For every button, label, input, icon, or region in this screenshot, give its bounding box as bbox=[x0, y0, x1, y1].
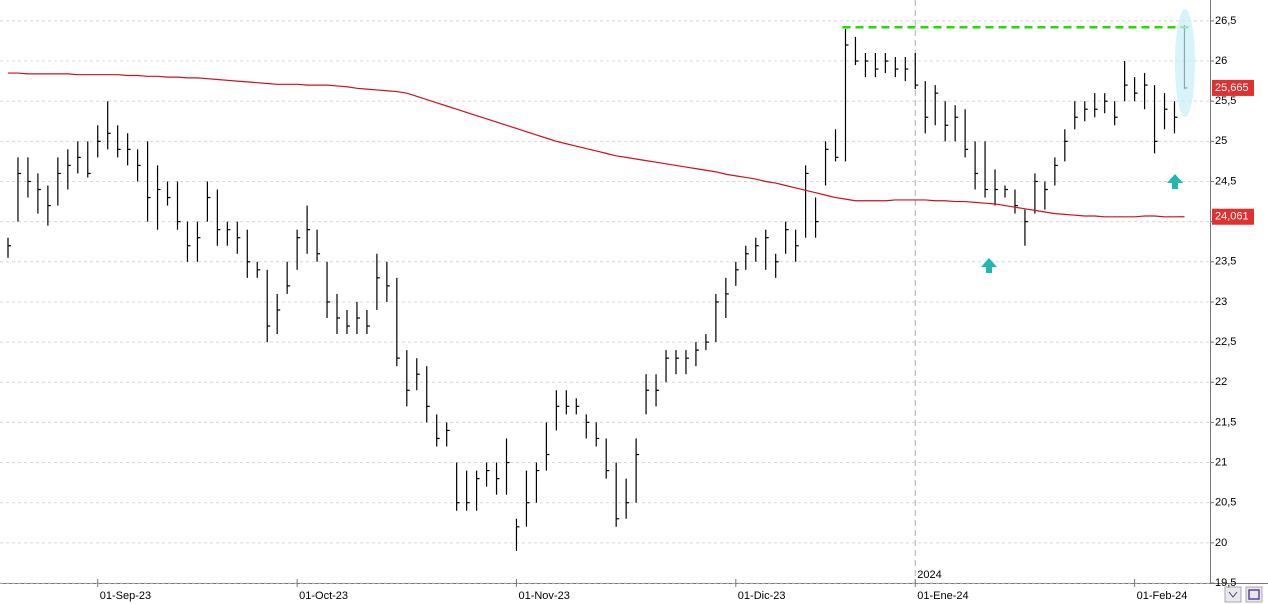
x-tick-label: 01-Feb-24 bbox=[1137, 590, 1188, 602]
y-tick-label: 19,5 bbox=[1215, 577, 1236, 589]
price-tag-label: 24,061 bbox=[1215, 211, 1249, 223]
y-tick-label: 26,5 bbox=[1215, 15, 1236, 27]
x-tick-label: 01-Sep-23 bbox=[100, 590, 151, 602]
price-tag bbox=[1212, 208, 1254, 225]
x-tick-label: 01-Ene-24 bbox=[917, 590, 968, 602]
save-icon bbox=[1248, 589, 1260, 600]
y-tick-label: 23 bbox=[1215, 296, 1227, 308]
price-tag bbox=[1212, 79, 1254, 96]
y-tick-label: 25,5 bbox=[1215, 95, 1236, 107]
y-tick-label: 20,5 bbox=[1215, 497, 1236, 509]
y-tick-label: 21 bbox=[1215, 456, 1227, 468]
year-label: 2024 bbox=[917, 569, 941, 581]
y-tick-label: 23,5 bbox=[1215, 256, 1236, 268]
highlight-ellipse bbox=[1175, 9, 1195, 117]
collapse-button[interactable] bbox=[1224, 586, 1242, 603]
chevron-icon bbox=[1228, 591, 1238, 598]
y-tick-label: 22 bbox=[1215, 376, 1227, 388]
plot-area bbox=[0, 0, 1210, 584]
y-tick-label: 26 bbox=[1215, 55, 1227, 67]
y-tick-label: 20 bbox=[1215, 537, 1227, 549]
y-tick-label: 22,5 bbox=[1215, 336, 1236, 348]
up-arrow bbox=[981, 258, 997, 273]
y-tick-label: 21,5 bbox=[1215, 416, 1236, 428]
moving-average bbox=[8, 72, 1185, 218]
x-tick-label: 01-Nov-23 bbox=[518, 590, 569, 602]
corner-buttons bbox=[1224, 586, 1263, 603]
arrows bbox=[981, 174, 1183, 273]
x-tick-label: 01-Oct-23 bbox=[299, 590, 348, 602]
price-tag-label: 25,665 bbox=[1215, 82, 1249, 94]
up-arrow bbox=[1167, 174, 1183, 189]
x-tick-label: 01-Dic-23 bbox=[738, 590, 786, 602]
y-tick-label: 24,5 bbox=[1215, 175, 1236, 187]
y-tick-label: 25 bbox=[1215, 135, 1227, 147]
